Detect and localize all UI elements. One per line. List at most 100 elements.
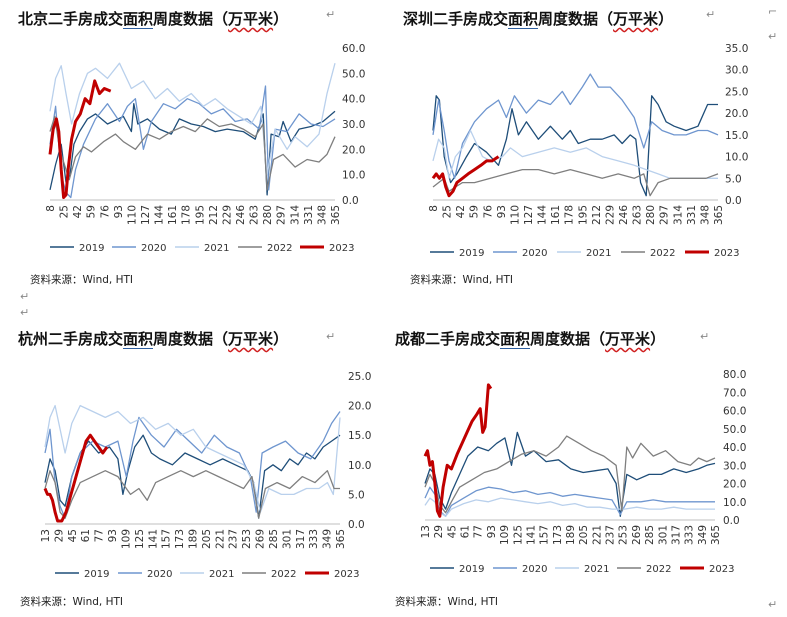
x-tick-label: 178 bbox=[181, 205, 193, 225]
paragraph-mark: ↵ bbox=[20, 306, 30, 319]
corner-mark: ↵ bbox=[768, 598, 778, 611]
series-line-2019 bbox=[424, 431, 716, 517]
chart-title: 杭州二手房成交面积周度数据（万平米） bbox=[18, 330, 289, 349]
x-tick-label: 205 bbox=[201, 529, 213, 549]
legend-label: 2022 bbox=[650, 248, 675, 259]
x-tick-label: 297 bbox=[276, 205, 288, 225]
paragraph-mark: ↵ bbox=[326, 8, 336, 21]
x-tick-label: 61 bbox=[460, 525, 472, 538]
x-tick-label: 42 bbox=[455, 205, 467, 218]
x-tick-label: 13 bbox=[40, 529, 52, 542]
x-tick-label: 59 bbox=[469, 205, 481, 218]
x-tick-label: 253 bbox=[241, 529, 253, 549]
chart-svg: 0.0 10.0 20.0 30.0 40.0 50.0 60.0 8 25 42 59 76 93 11… bbox=[45, 43, 365, 254]
x-tick-label: 76 bbox=[99, 205, 111, 219]
x-tick-label: 285 bbox=[644, 525, 656, 545]
x-tick-label: 8 bbox=[428, 205, 440, 212]
x-tick-label: 125 bbox=[134, 529, 146, 549]
legend-label: 2021 bbox=[586, 248, 611, 259]
y-tick-label: 10.0 bbox=[723, 497, 746, 509]
x-tick-label: 161 bbox=[550, 205, 562, 225]
y-tick-label: 40.0 bbox=[342, 94, 365, 106]
legend-label: 2020 bbox=[141, 243, 166, 254]
y-tick-label: 0.0 bbox=[725, 195, 742, 207]
x-tick-label: 141 bbox=[147, 529, 159, 549]
legend-label: 2021 bbox=[204, 243, 229, 254]
x-tick-label: 144 bbox=[154, 205, 166, 225]
x-tick-label: 221 bbox=[591, 525, 603, 545]
paragraph-mark: ↵ bbox=[706, 8, 716, 21]
x-tick-label: 237 bbox=[228, 529, 240, 549]
x-tick-label: 263 bbox=[249, 205, 261, 225]
series-line-2021 bbox=[432, 129, 718, 179]
x-tick-label: 109 bbox=[499, 525, 511, 545]
x-tick-label: 157 bbox=[161, 529, 173, 549]
y-tick-label: 10.0 bbox=[348, 460, 371, 472]
paragraph-mark: ↵ bbox=[326, 330, 336, 343]
x-tick-label: 173 bbox=[174, 529, 186, 549]
x-tick-label: 93 bbox=[113, 205, 125, 218]
y-tick-label: 10.0 bbox=[725, 152, 748, 164]
x-tick-label: 13 bbox=[420, 525, 432, 538]
series-line-2021 bbox=[44, 404, 341, 513]
legend-label: 2023 bbox=[329, 243, 354, 254]
x-tick-label: 189 bbox=[188, 529, 200, 549]
x-tick-label: 317 bbox=[670, 525, 682, 545]
series-line-2022 bbox=[49, 115, 336, 191]
chart-panel-shenzhen: 深圳二手房成交面积周度数据（万平米） 0.0 5.0 10.0 15.0 20.0 25.… bbox=[385, 0, 787, 300]
y-tick-label: 5.0 bbox=[725, 173, 742, 185]
legend-label: 2019 bbox=[459, 564, 484, 575]
x-tick-label: 314 bbox=[289, 205, 301, 225]
legend-label: 2022 bbox=[646, 564, 671, 575]
series-line-2022 bbox=[424, 435, 716, 514]
chart-panel-chengdu: 成都二手房成交面积周度数据（万平米） 0.0 10.0 20.0 30.0 40.0 50… bbox=[385, 322, 787, 617]
legend-label: 2021 bbox=[584, 564, 609, 575]
chart-title: 深圳二手房成交面积周度数据（万平米） bbox=[403, 10, 674, 29]
y-tick-label: 15.0 bbox=[348, 430, 371, 442]
series-line-2022 bbox=[432, 168, 719, 197]
x-tick-label: 348 bbox=[699, 205, 711, 225]
x-tick-label: 365 bbox=[330, 205, 342, 225]
x-tick-label: 253 bbox=[618, 525, 630, 545]
chart-panel-beijing: 北京二手房成交面积周度数据（万平米） 0.0 10.0 20.0 30.0 40.0 50… bbox=[0, 0, 380, 300]
y-tick-label: 0.0 bbox=[342, 195, 359, 207]
x-tick-label: 314 bbox=[672, 205, 684, 225]
source-note: 资料来源：Wind, HTI bbox=[395, 596, 498, 608]
x-tick-label: 301 bbox=[281, 529, 293, 549]
corner-mark: ⌐ bbox=[768, 5, 778, 18]
y-tick-label: 0.0 bbox=[348, 519, 365, 531]
x-tick-label: 285 bbox=[268, 529, 280, 549]
paragraph-mark: ↵ bbox=[20, 290, 30, 303]
y-tick-label: 30.0 bbox=[723, 460, 746, 472]
x-tick-label: 348 bbox=[316, 205, 328, 225]
x-tick-label: 246 bbox=[618, 205, 630, 225]
x-tick-label: 25 bbox=[442, 205, 454, 218]
source-note: 资料来源：Wind, HTI bbox=[20, 596, 123, 608]
x-tick-label: 280 bbox=[645, 205, 657, 225]
x-tick-label: 212 bbox=[208, 205, 220, 225]
source-note: 资料来源：Wind, HTI bbox=[410, 274, 513, 286]
chart-svg: 0.0 5.0 10.0 15.0 20.0 25.0 30.0 35.0 8 25 42 59 76 9… bbox=[428, 43, 748, 259]
chart-title: 成都二手房成交面积周度数据（万平米） bbox=[395, 330, 666, 349]
x-tick-label: 110 bbox=[509, 205, 521, 225]
series-line-2021 bbox=[424, 497, 715, 517]
y-tick-label: 80.0 bbox=[723, 369, 746, 381]
y-tick-label: 70.0 bbox=[723, 387, 746, 399]
x-tick-label: 221 bbox=[214, 529, 226, 549]
x-tick-label: 93 bbox=[486, 525, 498, 538]
legend-label: 2021 bbox=[209, 569, 234, 580]
x-tick-label: 59 bbox=[86, 205, 98, 218]
legend-label: 2023 bbox=[709, 564, 734, 575]
x-tick-label: 365 bbox=[713, 205, 725, 225]
y-tick-label: 25.0 bbox=[348, 371, 371, 383]
x-tick-label: 127 bbox=[523, 205, 535, 225]
y-tick-label: 15.0 bbox=[725, 130, 748, 142]
series-line-2022 bbox=[44, 470, 340, 519]
paragraph-mark: ↵ bbox=[700, 330, 710, 343]
x-tick-label: 61 bbox=[80, 529, 92, 542]
y-tick-label: 30.0 bbox=[725, 65, 748, 77]
x-tick-label: 349 bbox=[322, 529, 334, 549]
x-tick-label: 212 bbox=[591, 205, 603, 225]
series-line-2020 bbox=[44, 411, 341, 519]
x-tick-label: 349 bbox=[697, 525, 709, 545]
